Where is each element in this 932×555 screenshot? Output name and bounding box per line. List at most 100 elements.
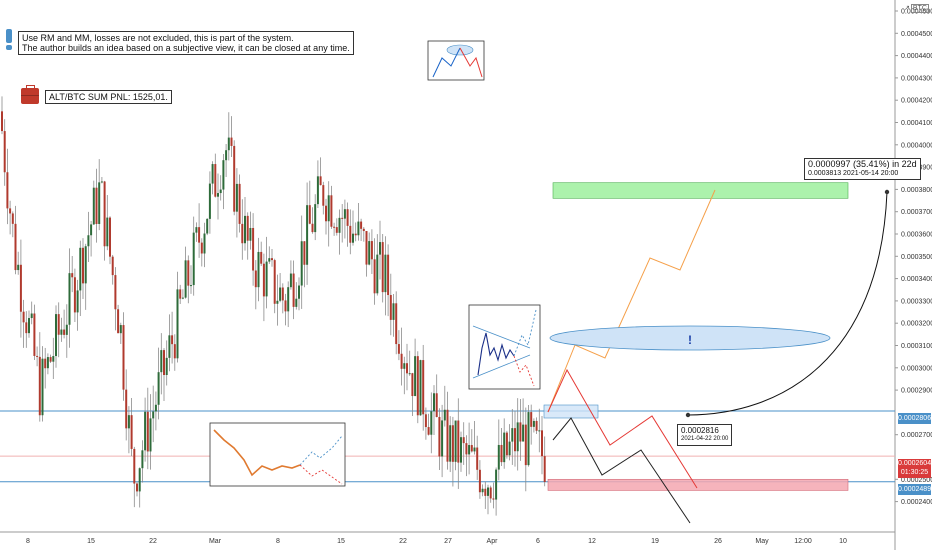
candle-body xyxy=(527,412,530,466)
candle-body xyxy=(265,261,268,297)
candle-body xyxy=(478,469,481,493)
candle-body xyxy=(184,260,187,298)
candle-body xyxy=(343,209,346,219)
candle-body xyxy=(541,430,543,457)
candle-body xyxy=(100,181,103,183)
candle-body xyxy=(52,356,55,362)
candle-body xyxy=(252,227,255,271)
price-tick-label: 0.0004600 xyxy=(901,9,932,16)
candle-body xyxy=(30,313,33,319)
candle-body xyxy=(38,356,41,416)
time-tick-label: 8 xyxy=(276,538,280,545)
price-tick-label: 0.0003600 xyxy=(901,232,932,239)
candle-body xyxy=(446,409,449,462)
candle-body xyxy=(470,445,473,452)
candle-body xyxy=(449,425,452,462)
candle-body xyxy=(176,289,179,359)
candle-body xyxy=(241,223,244,244)
currency-badge[interactable]: ↗ BTC xyxy=(904,4,929,13)
candle-body xyxy=(287,287,290,312)
candle-body xyxy=(106,217,109,247)
time-tick-label: May xyxy=(755,538,769,545)
candle-body xyxy=(306,205,309,265)
candle-body xyxy=(260,251,263,264)
candle-body xyxy=(516,422,519,452)
candle-body xyxy=(111,256,114,276)
candle-body xyxy=(187,260,190,286)
candle-body xyxy=(500,444,503,463)
candle-body xyxy=(190,285,192,287)
candle-body xyxy=(171,335,174,345)
candle-body xyxy=(71,273,74,278)
candle-body xyxy=(495,469,498,500)
candle-body xyxy=(524,424,527,466)
measure-target-dot xyxy=(884,189,890,195)
candle-body xyxy=(354,233,357,236)
anchor-line-2: 2021-04-22 20:00 xyxy=(681,436,729,442)
stop-zone xyxy=(547,478,849,491)
time-tick-label: 22 xyxy=(149,538,157,545)
candle-body xyxy=(11,213,14,224)
inset-bottom-frame xyxy=(209,422,346,487)
candle-body xyxy=(154,404,157,412)
anchor-label: 0.0002816 2021-04-22 20:00 xyxy=(677,424,733,446)
candle-body xyxy=(322,185,325,206)
candle-body xyxy=(511,428,514,442)
candle-body xyxy=(262,263,265,297)
time-tick-label: 22 xyxy=(399,538,407,545)
candle-body xyxy=(57,314,60,335)
price-tick-label: 0.0004000 xyxy=(901,142,932,149)
candle-body xyxy=(281,287,284,301)
candle-body xyxy=(117,309,120,334)
candle-body xyxy=(198,227,201,243)
candle-body xyxy=(325,205,327,222)
candle-body xyxy=(370,241,373,260)
candle-body xyxy=(360,221,363,229)
candle-body xyxy=(408,373,411,375)
candle-body xyxy=(389,295,392,320)
candle-body xyxy=(443,409,446,421)
candle-body xyxy=(384,254,387,293)
candle-body xyxy=(271,258,273,261)
candle-body xyxy=(530,412,533,427)
candle-body xyxy=(125,389,128,429)
candle-body xyxy=(55,314,57,357)
candle-body xyxy=(373,259,376,294)
candle-body xyxy=(109,217,111,257)
candle-body xyxy=(381,242,384,293)
candle-body xyxy=(65,324,68,335)
inset-top-red xyxy=(459,47,483,78)
measure-label: 0.0000997 (35.41%) in 22d 0.0003813 2021… xyxy=(804,158,921,180)
candle-body xyxy=(460,437,462,463)
entry-zone xyxy=(543,404,599,419)
attention-mark: ! xyxy=(688,333,692,347)
candle-body xyxy=(379,242,381,255)
price-tick-label: 0.0004300 xyxy=(901,75,932,82)
candle-body xyxy=(44,358,47,369)
candle-body xyxy=(222,160,225,190)
candle-body xyxy=(227,137,230,151)
candle-body xyxy=(457,420,460,463)
price-tick-label: 0.0003400 xyxy=(901,276,932,283)
price-tick-label: 0.0004100 xyxy=(901,120,932,127)
candle-body xyxy=(468,445,471,455)
candle-body xyxy=(152,411,155,419)
candle-body xyxy=(327,195,330,222)
candle-body xyxy=(392,303,395,320)
candle-body xyxy=(181,297,184,299)
price-tick-label: 0.0003200 xyxy=(901,321,932,328)
briefcase-icon xyxy=(21,85,39,104)
time-tick-label: 15 xyxy=(87,538,95,545)
candle-body xyxy=(130,415,133,449)
candle-body xyxy=(122,325,125,390)
candle-body xyxy=(481,488,484,493)
candle-body xyxy=(289,273,292,288)
candle-body xyxy=(149,418,152,452)
candle-body xyxy=(92,187,95,225)
candle-body xyxy=(473,447,476,452)
price-tick-label: 0.0003100 xyxy=(901,343,932,350)
measure-line-1: 0.0000997 (35.41%) in 22d xyxy=(808,159,917,169)
candle-body xyxy=(168,335,171,358)
candle-body xyxy=(346,209,349,226)
